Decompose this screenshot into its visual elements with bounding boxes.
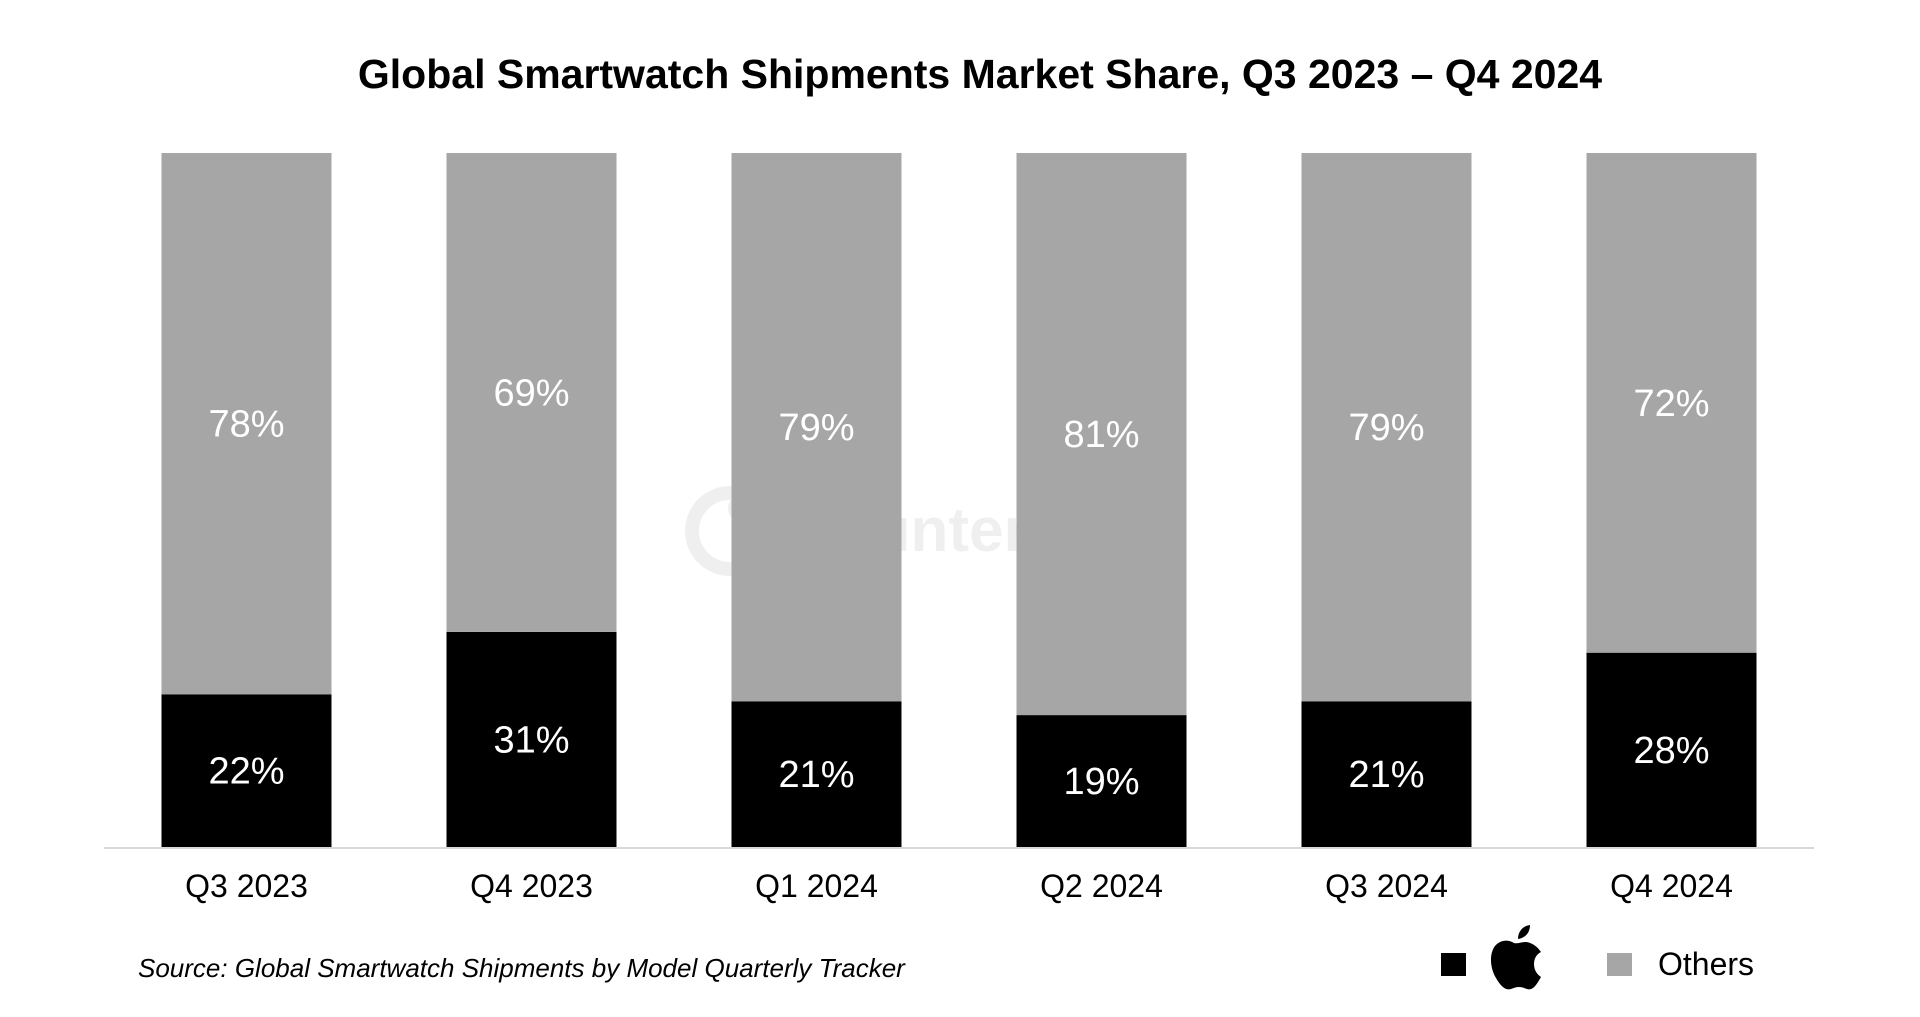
- data-label-apple-q1-2024: 21%: [778, 754, 854, 796]
- x-tick-label-q1-2024: Q1 2024: [755, 868, 878, 904]
- x-tick-label-q4-2024: Q4 2024: [1610, 868, 1733, 904]
- data-label-apple-q4-2023: 31%: [493, 719, 569, 761]
- data-label-others-q3-2024: 79%: [1348, 407, 1424, 449]
- data-label-apple-q3-2023: 22%: [208, 751, 284, 793]
- bar-others-q4-2023: [446, 153, 617, 632]
- data-label-apple-q4-2024: 28%: [1633, 730, 1709, 772]
- apple-logo-icon: [1490, 925, 1541, 990]
- data-label-others-q4-2023: 69%: [493, 372, 569, 414]
- x-tick-label-q3-2024: Q3 2024: [1325, 868, 1448, 904]
- bar-others-q4-2024: [1586, 153, 1757, 653]
- bar-apple-q4-2023: [446, 631, 617, 847]
- bars-group: 22% 78% 31% 69% 21% 79% 19% 81% 21% 79% 28% 72%: [161, 153, 1757, 847]
- legend-swatch-others: [1607, 953, 1632, 976]
- data-label-apple-q3-2024: 21%: [1348, 754, 1424, 796]
- bar-apple-q3-2024: [1301, 701, 1472, 847]
- bar-others-q1-2024: [731, 153, 902, 702]
- bar-apple-q3-2023: [161, 694, 332, 847]
- bar-others-q2-2024: [1016, 153, 1187, 716]
- x-tick-label-q4-2023: Q4 2023: [470, 868, 593, 904]
- legend-item-others: Others: [1607, 946, 1754, 982]
- data-label-others-q3-2023: 78%: [208, 404, 284, 446]
- bar-others-q3-2023: [161, 153, 332, 695]
- bar-apple-q4-2024: [1586, 652, 1757, 847]
- x-tick-label-q3-2023: Q3 2023: [185, 868, 308, 904]
- x-tick-label-q2-2024: Q2 2024: [1040, 868, 1163, 904]
- x-axis-tick-labels: Q3 2023 Q4 2023 Q1 2024 Q2 2024 Q3 2024 Q4 20…: [185, 868, 1733, 904]
- legend-swatch-apple: [1441, 953, 1466, 976]
- chart-title: Global Smartwatch Shipments Market Share…: [358, 51, 1602, 97]
- data-label-others-q1-2024: 79%: [778, 407, 854, 449]
- data-label-others-q4-2024: 72%: [1633, 383, 1709, 425]
- legend: Others: [1441, 925, 1754, 990]
- data-label-apple-q2-2024: 19%: [1063, 761, 1139, 803]
- bar-apple-q2-2024: [1016, 715, 1187, 847]
- legend-label-others: Others: [1658, 946, 1754, 982]
- bar-others-q3-2024: [1301, 153, 1472, 702]
- source-note: Source: Global Smartwatch Shipments by M…: [138, 953, 906, 983]
- data-label-others-q2-2024: 81%: [1063, 414, 1139, 456]
- legend-item-apple: [1441, 925, 1541, 990]
- bar-apple-q1-2024: [731, 701, 902, 847]
